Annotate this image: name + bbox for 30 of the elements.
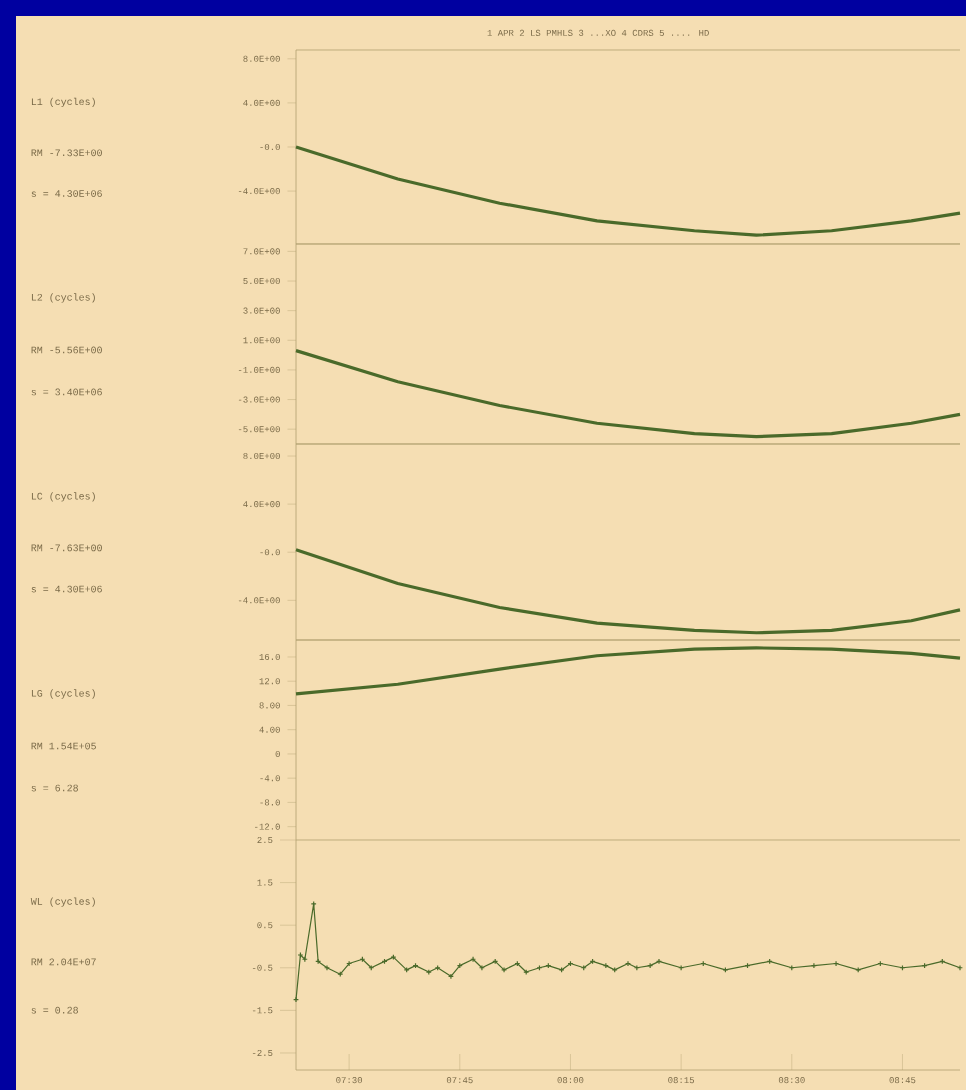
point	[523, 969, 530, 976]
point	[478, 964, 485, 971]
point	[722, 966, 729, 973]
point	[297, 952, 304, 958]
point	[403, 966, 410, 973]
line-series	[294, 145, 962, 237]
point	[301, 956, 308, 963]
point	[425, 969, 432, 976]
point	[501, 966, 508, 973]
point	[470, 956, 477, 963]
line-series	[294, 349, 962, 439]
line-series	[294, 646, 962, 696]
point	[810, 962, 817, 969]
point	[833, 960, 840, 967]
point	[346, 960, 353, 967]
point	[625, 960, 631, 967]
point	[390, 954, 397, 961]
point	[656, 958, 662, 965]
point	[447, 973, 454, 980]
point	[647, 962, 654, 969]
point	[323, 964, 330, 971]
point	[611, 966, 618, 973]
point	[633, 964, 640, 971]
point	[558, 966, 565, 973]
point	[678, 964, 685, 971]
point	[315, 958, 322, 965]
point	[602, 962, 609, 969]
line-series	[294, 548, 962, 635]
point	[855, 966, 862, 973]
point	[310, 900, 317, 907]
